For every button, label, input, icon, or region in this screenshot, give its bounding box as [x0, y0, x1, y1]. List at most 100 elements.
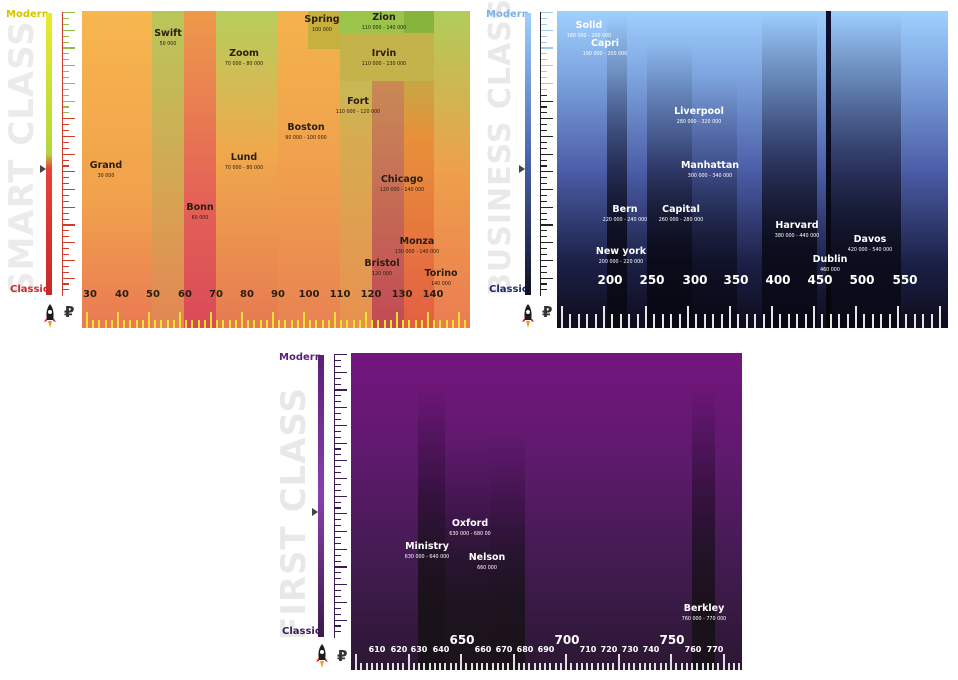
axis-tick — [148, 312, 150, 328]
axis-tick — [391, 663, 394, 670]
axis-tick — [352, 320, 355, 328]
model-label-irvin: Irvin 110 000 - 130 000 — [362, 48, 406, 67]
axis-tick — [691, 663, 693, 670]
ruler-tick — [335, 619, 347, 621]
ruler-tick — [541, 65, 553, 67]
model-label-boston: Boston 90 000 - 100 000 — [285, 122, 327, 141]
ruler-tick — [335, 607, 341, 609]
ruler-tick — [335, 430, 341, 432]
axis-tick — [445, 320, 448, 328]
ruler-tick — [63, 88, 69, 90]
model-name: Harvard — [775, 220, 819, 231]
axis-label-720: 720 — [600, 645, 618, 654]
first-classic-label: Classic — [282, 626, 321, 637]
axis-tick — [259, 320, 262, 328]
model-label-bristol: Bristol 120 000 — [364, 258, 400, 277]
axis-tick — [722, 654, 725, 670]
model-price-range: 60 000 — [191, 215, 209, 221]
ruler-tick — [335, 507, 341, 509]
axis-tick — [365, 312, 367, 328]
ruler-tick — [63, 12, 75, 14]
ruler-tick — [541, 130, 547, 132]
ruler-tick — [335, 371, 347, 373]
axis-label-550: 550 — [892, 273, 918, 287]
axis-tick — [787, 314, 790, 328]
axis-tick — [451, 320, 454, 328]
axis-tick — [544, 663, 546, 670]
axis-tick — [360, 663, 363, 670]
ruler-tick — [335, 578, 341, 580]
first-pointer — [312, 508, 318, 516]
ruler-tick — [541, 212, 547, 214]
model-label-zoom: Zoom 70 000 - 80 000 — [225, 48, 263, 67]
model-name: Bristol — [364, 258, 400, 269]
ruler-tick — [335, 418, 341, 421]
model-price-range: 110 000 - 140 000 — [361, 25, 407, 31]
ruler-tick — [335, 601, 347, 603]
axis-tick — [272, 312, 274, 328]
axis-label-710: 710 — [579, 645, 597, 654]
axis-tick — [565, 654, 567, 670]
axis-tick — [185, 320, 188, 328]
ruler-tick — [335, 389, 347, 391]
axis-tick — [871, 314, 874, 328]
ruler-tick — [541, 159, 547, 161]
ruler-tick — [335, 407, 347, 409]
band-spring — [308, 11, 340, 49]
model-name: Nelson — [468, 552, 506, 563]
model-price-range: 300 000 - 340 000 — [687, 173, 733, 179]
axis-tick — [670, 654, 672, 670]
axis-tick — [638, 663, 641, 670]
model-label-new-york: New york 200 000 - 220 000 — [595, 246, 647, 265]
ruler-tick — [541, 289, 547, 291]
axis-tick — [654, 663, 657, 670]
ruler-tick — [541, 35, 547, 37]
ruler-tick — [541, 118, 553, 120]
axis-tick — [172, 320, 175, 328]
band-new-york — [607, 11, 627, 328]
rocket-icon — [521, 303, 535, 333]
axis-tick — [905, 314, 908, 328]
band-liverpool — [692, 11, 737, 328]
model-name: New york — [595, 246, 647, 257]
model-name: Manhattan — [680, 160, 740, 171]
ruler-tick — [541, 283, 547, 285]
model-price-range: 630 000 - 680 00 — [449, 531, 491, 537]
smart-pointer — [40, 165, 46, 173]
model-label-lund: Lund 70 000 - 80 000 — [225, 152, 263, 171]
ruler-tick — [541, 265, 547, 267]
axis-tick — [460, 654, 462, 670]
axis-label-640: 640 — [432, 645, 450, 654]
model-price-range: 30 000 — [97, 173, 115, 179]
model-price-range: 630 000 - 640 000 — [404, 554, 450, 560]
band-dublin — [826, 11, 831, 328]
model-name: Lund — [230, 152, 258, 163]
business-currency-icon: ₽ — [542, 303, 553, 321]
band-bonn — [184, 11, 216, 328]
ruler-tick — [541, 236, 547, 238]
model-name: Torino — [424, 268, 458, 279]
axis-tick — [729, 306, 731, 328]
ruler-tick — [63, 112, 69, 114]
axis-tick — [154, 320, 157, 328]
model-name: Bern — [612, 204, 638, 215]
model-name: Monza — [399, 236, 435, 247]
band-irvin — [340, 33, 434, 81]
smart-classic-label: Classic — [10, 284, 49, 295]
ruler-tick — [63, 124, 69, 126]
ruler-tick — [541, 124, 547, 126]
axis-tick — [439, 320, 442, 328]
ruler-tick — [541, 88, 547, 90]
axis-tick — [745, 314, 748, 328]
axis-tick — [695, 314, 698, 328]
model-price-range: 280 000 - 320 000 — [676, 119, 722, 125]
ruler-tick — [63, 76, 69, 79]
axis-tick — [612, 663, 615, 670]
axis-label-110: 110 — [329, 289, 351, 300]
model-price-range: 90 000 - 100 000 — [285, 135, 327, 141]
axis-tick — [346, 320, 349, 328]
business-style-bar — [525, 13, 531, 295]
ruler-tick — [335, 525, 341, 527]
axis-label-250: 250 — [639, 273, 665, 287]
axis-label-760: 760 — [684, 645, 702, 654]
